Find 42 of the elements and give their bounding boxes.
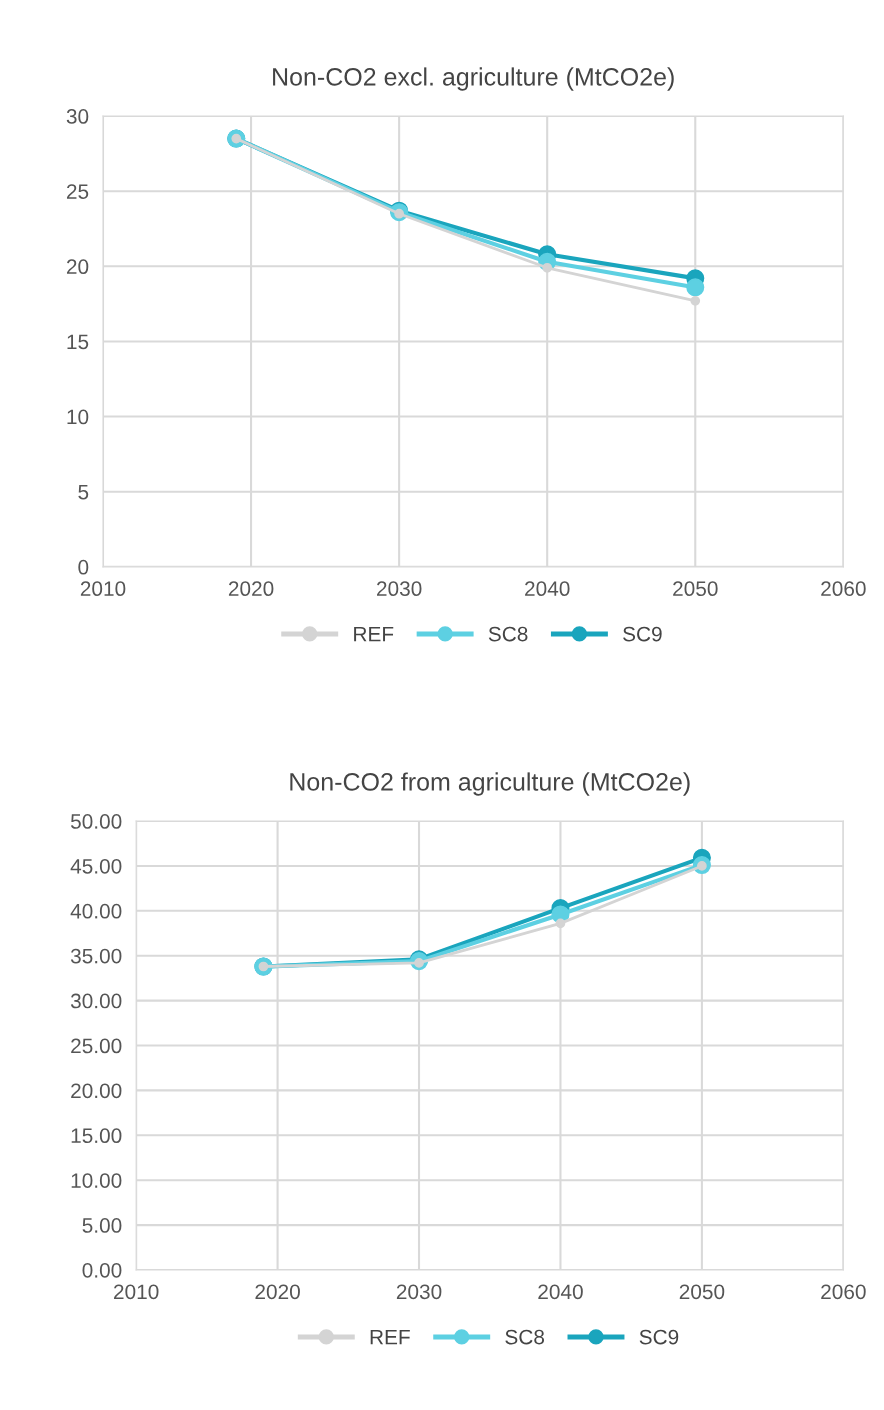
x-tick-label: 2030 bbox=[396, 1284, 442, 1300]
y-tick-label: 0 bbox=[78, 559, 89, 575]
point bbox=[690, 295, 701, 306]
x-tick-label: 2050 bbox=[679, 1284, 725, 1300]
point bbox=[555, 918, 566, 929]
y-tick-label: 10.00 bbox=[71, 1173, 122, 1188]
y-tick-label: 0.00 bbox=[82, 1262, 122, 1278]
y-tick-label: 5 bbox=[78, 484, 89, 500]
legend-label: SC9 bbox=[623, 626, 662, 642]
x-tick-label: 2060 bbox=[821, 581, 866, 597]
y-tick-label: 50.00 bbox=[70, 814, 122, 829]
x-tick-label: 2060 bbox=[821, 1284, 866, 1300]
point bbox=[686, 278, 705, 297]
y-tick-label: 15.00 bbox=[71, 1128, 122, 1144]
x-tick-label: 2010 bbox=[80, 581, 126, 597]
y-tick-label: 15 bbox=[67, 334, 89, 350]
y-tick-label: 20.00 bbox=[71, 1083, 122, 1099]
y-tick-label: 25.00 bbox=[71, 1038, 122, 1054]
y-tick-label: 40.00 bbox=[70, 903, 122, 919]
chart-title: Non-CO2 from agriculture (MtCO2e) bbox=[290, 772, 690, 796]
point bbox=[542, 262, 553, 273]
chart-title: Non-CO2 excl. agriculture (MtCO2e) bbox=[273, 67, 674, 91]
y-tick-label: 30.00 bbox=[70, 993, 122, 1009]
y-tick-label: 5.00 bbox=[82, 1218, 122, 1233]
legend-label: SC8 bbox=[505, 1329, 545, 1345]
x-tick-label: 2030 bbox=[377, 581, 422, 597]
x-tick-label: 2040 bbox=[525, 581, 570, 597]
legend-label: SC8 bbox=[488, 626, 528, 642]
legend-label: REF bbox=[354, 626, 394, 642]
y-tick-label: 25 bbox=[66, 184, 89, 199]
x-tick-label: 2020 bbox=[228, 581, 274, 597]
legend-label: REF bbox=[370, 1329, 410, 1345]
x-tick-label: 2020 bbox=[255, 1284, 300, 1300]
legend-label: SC9 bbox=[639, 1329, 679, 1345]
x-tick-label: 2050 bbox=[673, 581, 718, 597]
y-tick-label: 10 bbox=[67, 409, 89, 425]
x-tick-label: 2040 bbox=[538, 1284, 583, 1300]
y-tick-label: 45.00 bbox=[70, 858, 122, 874]
y-tick-label: 30 bbox=[66, 109, 89, 124]
y-tick-label: 35.00 bbox=[70, 948, 122, 964]
x-tick-label: 2010 bbox=[114, 1284, 159, 1300]
y-tick-label: 20 bbox=[66, 259, 89, 275]
